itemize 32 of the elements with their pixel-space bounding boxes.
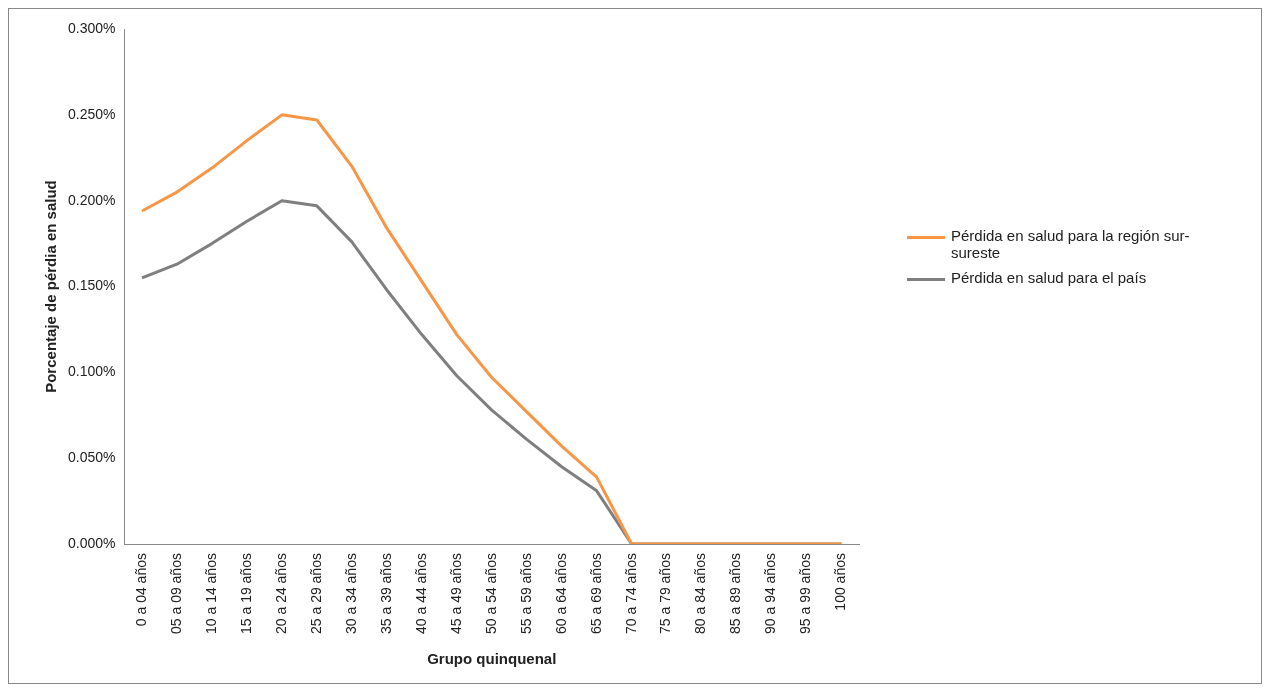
x-tick-label: 50 a 54 años — [482, 553, 499, 635]
y-tick-label: 0.150% — [68, 277, 116, 294]
x-tick-label: 75 a 79 años — [657, 553, 674, 635]
y-tick-label: 0.250% — [68, 105, 116, 122]
x-tick-label: 40 a 44 años — [412, 553, 429, 635]
x-tick-label: 30 a 34 años — [342, 553, 359, 635]
y-tick-label: 0.100% — [68, 363, 116, 380]
legend-label: Pérdida en salud para la región sur-sureste — [951, 227, 1191, 261]
x-tick-label: 25 a 29 años — [307, 553, 324, 635]
y-axis-title: Porcentaje de pérdia en salud — [42, 180, 60, 393]
x-tick-label: 80 a 84 años — [692, 553, 709, 635]
x-tick-label: 90 a 94 años — [762, 553, 779, 635]
x-axis-title: Grupo quinquenal — [427, 650, 557, 668]
y-tick-label: 0.050% — [68, 449, 116, 466]
x-tick-label: 85 a 89 años — [727, 553, 744, 635]
x-tick-label: 35 a 39 años — [377, 553, 394, 635]
y-tick-label: 0.000% — [68, 534, 116, 551]
y-tick-label: 0.300% — [68, 19, 116, 36]
x-tick-label: 05 a 09 años — [167, 553, 184, 635]
y-tick-label: 0.200% — [68, 191, 116, 208]
legend-label: Pérdida en salud para el país — [951, 269, 1147, 286]
x-tick-label: 0 a 04 años — [132, 553, 149, 627]
x-tick-label: 95 a 99 años — [797, 553, 814, 635]
x-tick-label: 100 años — [832, 553, 849, 611]
x-tick-label: 45 a 49 años — [447, 553, 464, 635]
x-tick-label: 70 a 74 años — [622, 553, 639, 635]
x-tick-label: 15 a 19 años — [237, 553, 254, 635]
x-tick-label: 55 a 59 años — [517, 553, 534, 635]
x-tick-label: 20 a 24 años — [272, 553, 289, 635]
x-tick-label: 60 a 64 años — [552, 553, 569, 635]
x-tick-label: 65 a 69 años — [587, 553, 604, 635]
x-tick-label: 10 a 14 años — [202, 553, 219, 635]
